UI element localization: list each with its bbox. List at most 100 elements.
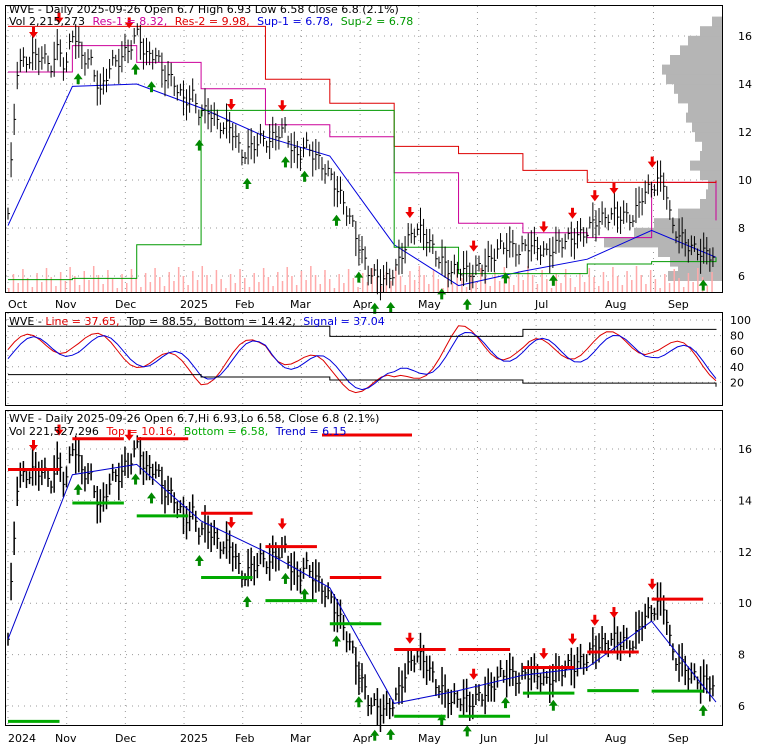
volume-bar (281, 281, 284, 292)
trend-sell-arrow (226, 522, 236, 529)
trend-y-tick: 12 (738, 546, 752, 559)
volume-bar (371, 268, 373, 292)
buy-arrow (147, 81, 157, 88)
volume-profile-bar (690, 160, 722, 171)
volume-bar (59, 272, 62, 292)
buy-arrow (331, 214, 341, 221)
volume-profile-bar (702, 141, 722, 152)
trend-buy-arrow (331, 635, 341, 642)
trend-sell-arrow (647, 583, 657, 590)
price-x-label: Nov (55, 298, 77, 311)
volume-bar (357, 287, 359, 292)
oscillator-bottom (8, 374, 717, 387)
volume-bar (626, 271, 628, 292)
trend-buy-arrow (194, 554, 204, 561)
trend-y-tick: 8 (738, 649, 745, 662)
volume-bar (244, 278, 246, 292)
trend-buy-arrow-shaft (334, 640, 338, 647)
volume-bar (343, 283, 345, 292)
volume-profile-bar (668, 271, 722, 281)
sell-arrow (226, 104, 236, 110)
volume-bar (583, 282, 586, 292)
price-x-label: Dec (115, 298, 136, 311)
osc-line-text: Line = 37.65, (45, 315, 119, 328)
volume-bar (404, 285, 406, 292)
trend-sell-arrow (590, 619, 600, 626)
trend-buy-arrow-shaft (551, 704, 555, 711)
trend-sell-arrow-shaft (229, 517, 233, 524)
volume-bar (678, 278, 680, 292)
trend-x-label: Sep (668, 732, 689, 745)
volume-bar (319, 284, 322, 292)
volume-bar (210, 284, 213, 292)
volume-bar (31, 287, 34, 292)
volume-bar (88, 280, 90, 292)
volume-bar (635, 266, 638, 292)
volume-bar (659, 288, 661, 292)
volume-bar (475, 282, 477, 292)
osc-name: WVE - (9, 315, 45, 328)
axis-labels: 16 14 12 10 8 6 16 14 12 10 8 6 100 80 60 40 20 Oct Nov Dec… (8, 30, 752, 745)
sell-arrow (124, 22, 134, 29)
volume-bar (395, 267, 397, 292)
oscillator-y-tick: 100 (730, 314, 751, 327)
volume-profile-bar (678, 93, 722, 104)
trend-buy-arrow-shaft (465, 730, 469, 737)
oscillator-y-tick: 60 (730, 345, 744, 358)
line-sup-1 (7, 83, 717, 287)
volume-profile-bar (712, 16, 722, 27)
trend-buy-arrow-shaft (701, 709, 705, 716)
volume-bar (489, 286, 491, 292)
trend-buy-arrow-shaft (134, 478, 138, 485)
trend-sell-arrow (54, 429, 64, 436)
buy-arrow-shaft (134, 68, 138, 75)
volume-bar (456, 269, 458, 292)
volume-profile-bar (674, 83, 722, 94)
sell-arrow-shaft (32, 27, 36, 33)
trend-buy-arrow-shaft (150, 497, 154, 504)
trend-x-label: May (418, 732, 441, 745)
buy-arrow (548, 274, 558, 281)
volume-bar (97, 275, 100, 292)
volume-bar (612, 267, 614, 292)
sell-arrow (567, 212, 577, 219)
sell-arrow (405, 212, 415, 218)
volume-bar (579, 273, 581, 292)
volume-profile-bar (700, 170, 722, 181)
trend-x-label: 2024 (8, 732, 36, 745)
volume-bar (291, 276, 293, 292)
volume-bar (41, 282, 43, 292)
volume-bar (706, 286, 709, 292)
sell-arrow-shaft (408, 207, 412, 213)
volume-bar (107, 270, 109, 292)
volume-bar (631, 280, 633, 292)
trend-sell-arrow-shaft (32, 440, 36, 446)
volume-bar (12, 274, 15, 292)
volume-bar (253, 273, 255, 292)
osc-signal-text: Signal = 37.04 (303, 315, 385, 328)
trend-x-label: 2025 (180, 732, 208, 745)
volume-profile-bar (634, 227, 722, 238)
line-sup-2 (8, 109, 717, 281)
volume-bar (328, 279, 331, 292)
volume-bar (310, 266, 312, 292)
buy-arrow-shaft (197, 144, 201, 151)
trend-bottom-text: Bottom = 6.58, (184, 425, 269, 438)
buy-arrow-shaft (150, 86, 154, 93)
volume-profile-bar (692, 122, 722, 133)
price-x-label: Feb (235, 298, 254, 311)
volume-bar (78, 285, 81, 292)
volume-bar (428, 284, 430, 292)
volume-bar (36, 273, 38, 292)
trend-buy-arrow (300, 588, 310, 595)
volume-bar (366, 282, 369, 292)
buy-arrow-shaft (373, 307, 377, 314)
trend-sell-arrow (539, 653, 549, 660)
osc-top-text: Top = 88.55, (126, 315, 197, 328)
buy-arrow-shaft (283, 161, 287, 168)
volume-bar (664, 274, 666, 292)
volume-bar (182, 276, 185, 292)
volume-bar (239, 269, 241, 292)
volume-bar (83, 271, 86, 292)
price-panel-frame (5, 5, 723, 293)
